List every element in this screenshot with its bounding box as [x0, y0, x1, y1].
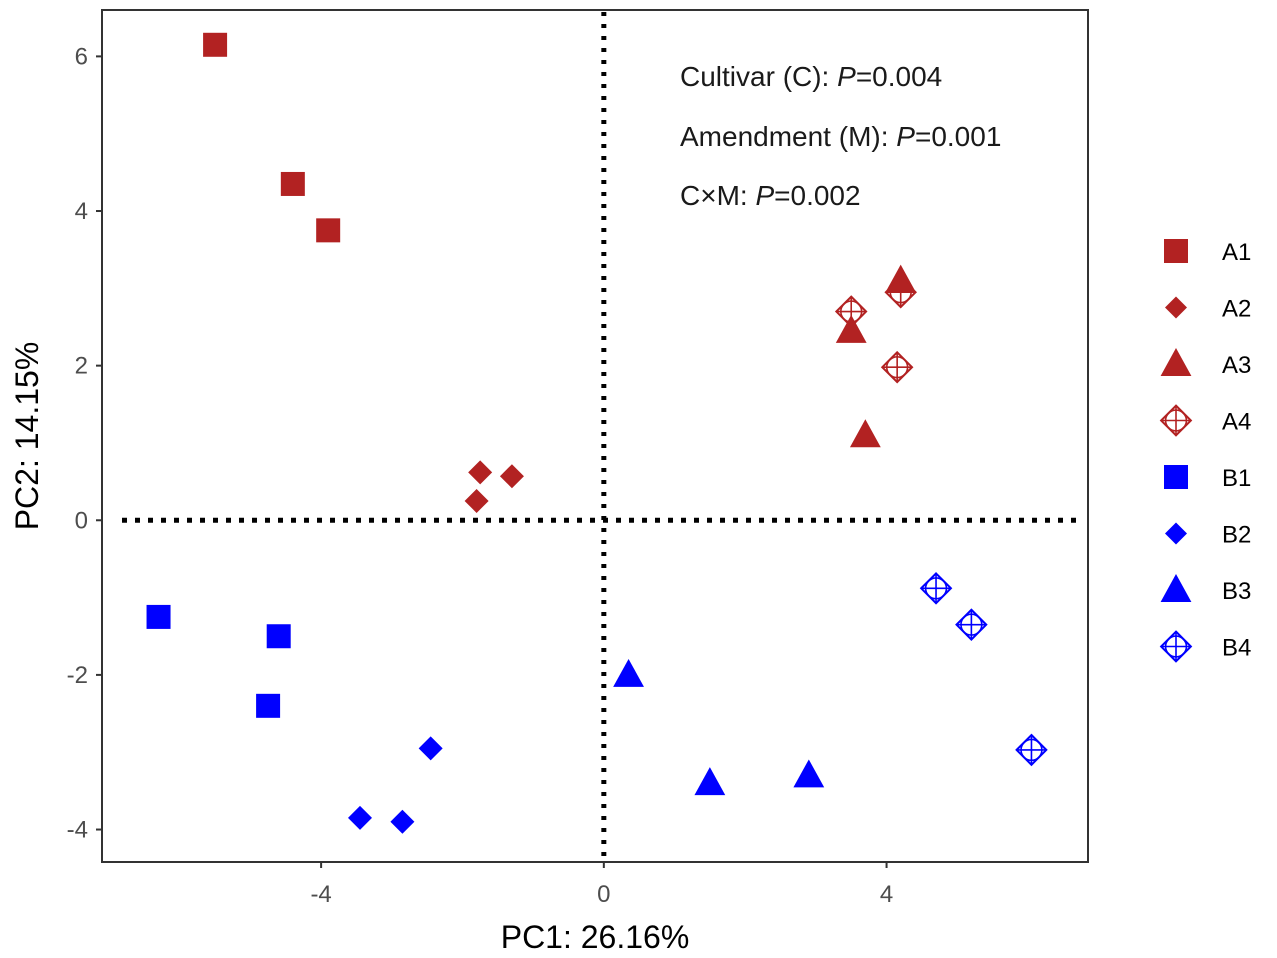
data-point-b1	[266, 624, 291, 649]
data-point-a3	[849, 419, 881, 448]
y-tick-label: 2	[75, 353, 88, 380]
y-tick-label: 0	[75, 507, 88, 534]
legend-key-b1	[1164, 465, 1188, 489]
legend-key-b2	[1165, 522, 1187, 545]
legend-item-a1: A1	[1164, 239, 1251, 266]
legend-label: B2	[1222, 522, 1251, 549]
legend-label: A3	[1222, 352, 1251, 379]
y-tick-label: -4	[67, 817, 88, 844]
stats-annotations: Cultivar (C): P=0.004 Amendment (M): P=0.…	[680, 61, 1001, 211]
legend-label: B4	[1222, 635, 1251, 662]
legend-key-a4	[1159, 404, 1193, 437]
axis-ticks: -4 0 4 -4 -2 0 2 4 6	[67, 43, 894, 908]
legend-key-b3	[1160, 574, 1192, 602]
data-point-a2	[464, 488, 489, 513]
legend-item-a4: A4	[1159, 404, 1251, 437]
legend: A1 A2 A3 A4 B1 B2 B3 B4	[1159, 239, 1251, 663]
legend-key-a1	[1164, 239, 1188, 263]
stats-annotation: Amendment (M): P=0.001	[680, 121, 1001, 152]
data-point-a1	[203, 32, 228, 57]
y-axis-title: PC2: 14.15%	[9, 342, 45, 531]
data-point-b2	[418, 736, 443, 761]
legend-item-b4: B4	[1159, 630, 1251, 663]
legend-item-b2: B2	[1165, 522, 1251, 549]
data-point-a3	[835, 314, 867, 343]
x-tick-label: -4	[310, 881, 331, 908]
x-tick-label: 4	[880, 881, 893, 908]
x-tick-label: 0	[597, 881, 610, 908]
data-point-b3	[613, 658, 644, 687]
data-point-b4	[955, 608, 988, 641]
y-tick-label: -2	[67, 662, 88, 689]
series-b1	[146, 604, 291, 718]
legend-label: B3	[1222, 578, 1251, 605]
x-axis-title: PC1: 26.16%	[501, 919, 690, 953]
data-point-a4	[884, 275, 917, 309]
legend-label: B1	[1222, 465, 1251, 492]
data-point-b3	[793, 759, 825, 788]
legend-item-a3: A3	[1160, 348, 1251, 379]
series-a1	[203, 32, 341, 243]
data-point-b2	[390, 809, 415, 834]
data-point-b3	[694, 767, 726, 796]
series-a4	[834, 275, 917, 384]
legend-item-b1: B1	[1164, 465, 1251, 492]
series-b4	[919, 572, 1048, 767]
legend-label: A2	[1222, 296, 1251, 323]
data-point-a4	[834, 295, 868, 328]
series-b3	[613, 658, 825, 796]
legend-key-a2	[1165, 296, 1187, 319]
plot-panel	[101, 9, 1089, 863]
data-point-b4	[1015, 733, 1048, 767]
data-points	[146, 32, 1048, 834]
stats-annotation: C×M: P=0.002	[680, 180, 861, 211]
data-point-a2	[468, 460, 493, 485]
legend-item-b3: B3	[1160, 574, 1251, 605]
series-b2	[347, 736, 443, 834]
legend-key-b4	[1159, 630, 1193, 663]
series-a2	[464, 460, 524, 513]
data-point-a1	[280, 171, 305, 196]
data-point-b1	[146, 604, 171, 629]
data-point-a4	[880, 350, 914, 384]
legend-item-a2: A2	[1165, 296, 1251, 323]
reference-lines	[122, 12, 1078, 860]
data-point-a1	[316, 218, 341, 243]
legend-label: A1	[1222, 239, 1251, 266]
data-point-b4	[919, 572, 953, 605]
data-point-b1	[256, 693, 281, 718]
y-tick-label: 6	[75, 43, 88, 70]
legend-key-a3	[1160, 348, 1192, 376]
y-tick-label: 4	[75, 198, 88, 225]
legend-label: A4	[1222, 409, 1251, 436]
stats-annotation: Cultivar (C): P=0.004	[680, 61, 942, 92]
data-point-b2	[347, 805, 372, 830]
data-point-a2	[499, 464, 524, 489]
